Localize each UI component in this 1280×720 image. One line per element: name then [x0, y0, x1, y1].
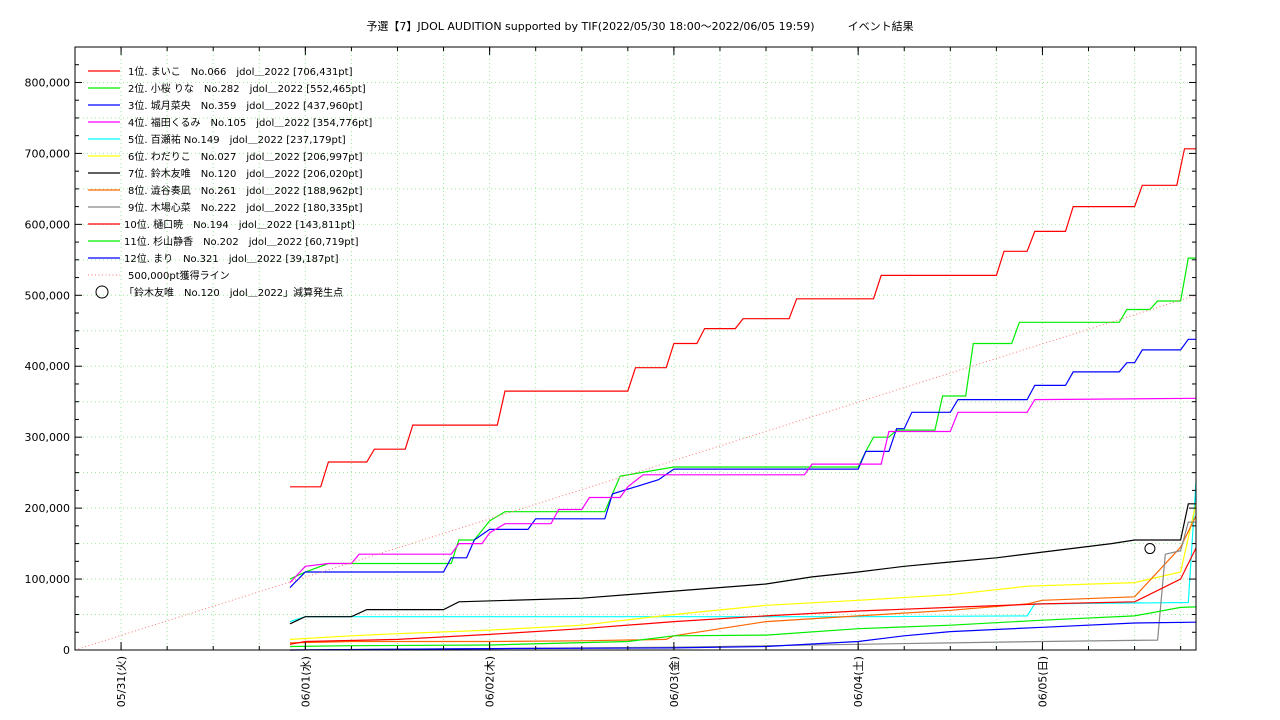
legend-label: 10位. 樋口暁 No.194 jdol＿2022 [143,811pt]	[124, 218, 355, 231]
legend-label: 8位. 澁谷奏凪 No.261 jdol＿2022 [188,962pt]	[128, 184, 363, 197]
legend-label: 500,000pt獲得ライン	[128, 269, 230, 282]
legend-label: 2位. 小桜 りな No.282 jdol＿2022 [552,465pt]	[128, 82, 366, 95]
x-tick-label: 06/05(日)	[1036, 656, 1049, 707]
y-tick-label: 600,000	[25, 218, 71, 231]
y-tick-label: 200,000	[25, 502, 71, 515]
y-tick-label: 500,000	[25, 289, 71, 302]
series-line-6	[289, 503, 1197, 640]
axes: 0 100,000 200,000 300,000 400,000 500,000 600,…	[25, 47, 1196, 707]
legend-label: 1位. まいこ No.066 jdol＿2022 [706,431pt]	[128, 65, 353, 78]
legend-label: 12位. まり No.321 jdol＿2022 [39,187pt]	[124, 252, 339, 265]
y-tick-label: 300,000	[25, 431, 71, 444]
series-line-2	[289, 257, 1196, 580]
legend-label: 11位. 杉山静香 No.202 jdol＿2022 [60,719pt]	[124, 235, 359, 248]
legend: 1位. まいこ No.066 jdol＿2022 [706,431pt] 2位. …	[88, 65, 372, 299]
series-line-7	[289, 503, 1196, 625]
legend-marker-icon	[95, 285, 109, 299]
legend-label: 3位. 城月菜央 No.359 jdol＿2022 [437,960pt]	[128, 99, 363, 112]
y-tick-label: 100,000	[25, 573, 71, 586]
y-tick-label: 0	[63, 644, 70, 657]
x-tick-label: 06/03(金)	[667, 656, 681, 707]
series-line-11	[289, 606, 1197, 648]
y-tick-label: 700,000	[25, 147, 71, 160]
marker-circle	[1144, 543, 1156, 555]
x-tick-label: 06/02(木)	[484, 656, 497, 707]
series-line-4	[289, 397, 1197, 584]
legend-label: 7位. 鈴木友唯 No.120 jdol＿2022 [206,020pt]	[128, 167, 363, 180]
y-tick-label: 400,000	[25, 360, 71, 373]
x-tick-label: 06/04(土)	[852, 656, 865, 707]
markers	[1144, 543, 1156, 555]
legend-label: 9位. 木場心菜 No.222 jdol＿2022 [180,335pt]	[128, 201, 363, 214]
series-line-3	[289, 338, 1196, 589]
legend-label: 「鈴木友唯 No.120 jdol＿2022」減算発生点	[124, 286, 343, 299]
legend-label: 6位. わだりこ No.027 jdol＿2022 [206,997pt]	[128, 150, 363, 163]
series-line-10	[289, 547, 1197, 645]
grid-lines	[75, 47, 1196, 650]
series-line-8	[289, 515, 1197, 644]
series-line-5	[289, 481, 1197, 623]
chart-title: 予選【7】JDOL AUDITION supported by TIF(2022…	[366, 20, 914, 33]
x-tick-label: 06/01(水)	[299, 656, 312, 707]
y-tick-label: 800,000	[25, 76, 71, 89]
x-tick-label: 05/31(火)	[115, 656, 128, 707]
legend-label: 5位. 百瀬祐 No.149 jdol＿2022 [237,179pt]	[128, 133, 346, 146]
series-line-1	[290, 148, 1196, 488]
legend-label: 4位. 福田くるみ No.105 jdol＿2022 [354,776pt]	[128, 116, 372, 129]
